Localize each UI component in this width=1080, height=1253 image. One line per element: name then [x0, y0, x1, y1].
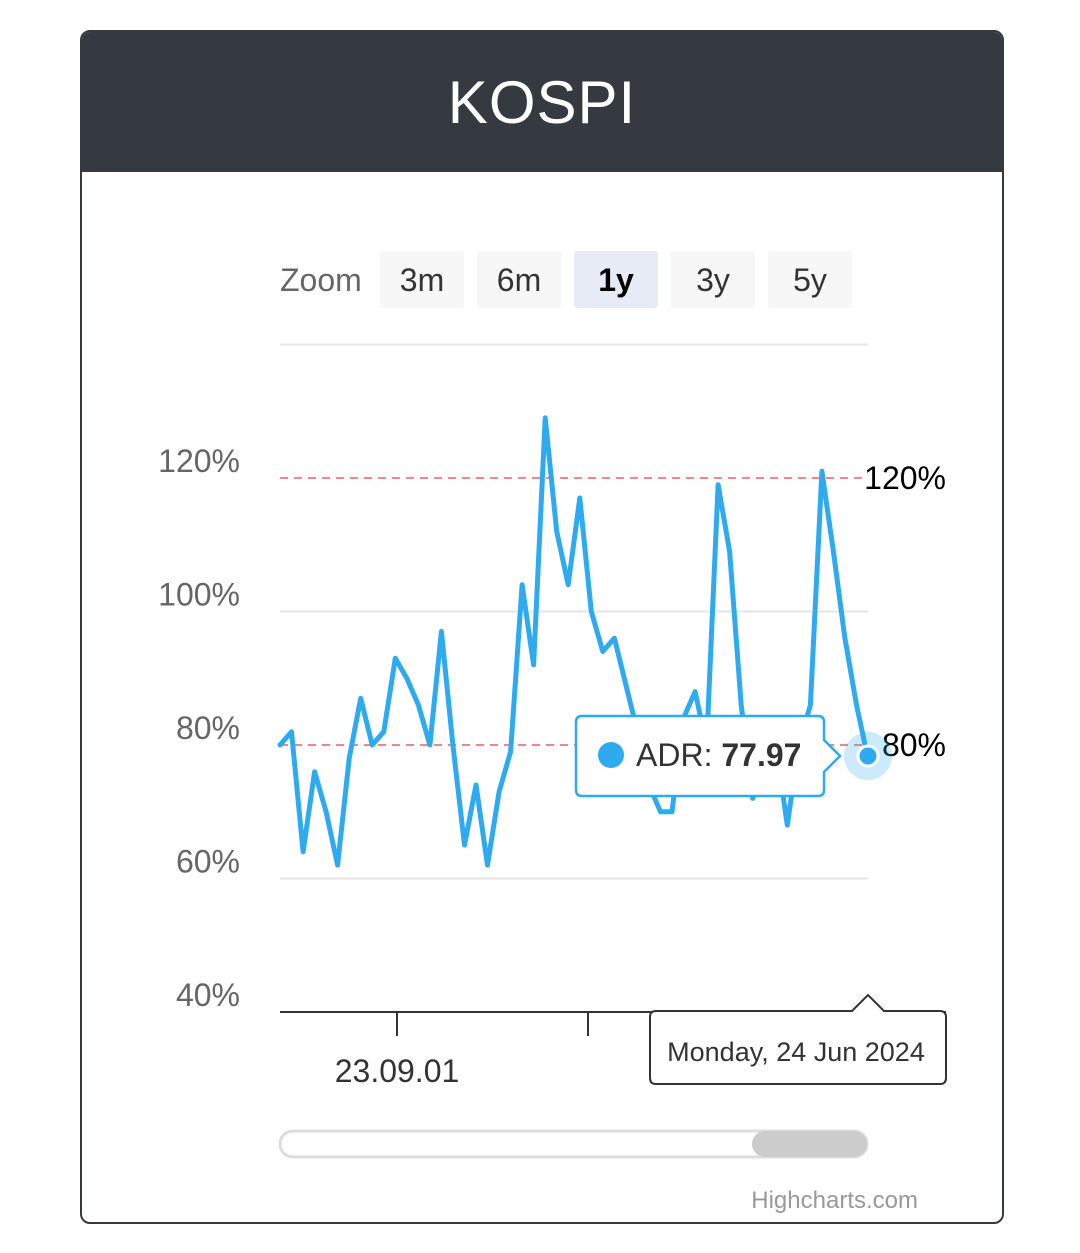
tooltip-series-name: ADR — [636, 737, 704, 773]
page-title: KOSPI — [447, 68, 637, 136]
zoom-buttons: 3m 6m 1y 3y 5y — [380, 251, 852, 308]
zoom-button-label: 3y — [696, 262, 730, 298]
zoom-button-label: 6m — [497, 262, 541, 298]
zoom-label: Zoom — [280, 262, 362, 298]
zoom-button-label: 5y — [793, 262, 827, 298]
x-axis-tooltip: Monday, 24 Jun 2024 — [649, 993, 947, 1085]
y-tick-label: 40% — [176, 977, 240, 1013]
tooltip-value: 77.97 — [721, 737, 801, 773]
adr-series-line[interactable] — [277, 415, 871, 868]
navigator-handle[interactable] — [752, 1131, 867, 1157]
zoom-button-5y[interactable]: 5y — [768, 251, 852, 308]
tooltip-date: Monday, 24 Jun 2024 — [667, 1037, 925, 1067]
y-grid — [280, 343, 868, 880]
y-tick-label: 60% — [176, 844, 240, 880]
svg-text:ADR: 77.97: ADR: 77.97 — [636, 737, 801, 773]
credits-link[interactable]: Highcharts.com — [751, 1187, 918, 1214]
card-header: KOSPI — [82, 32, 1002, 172]
zoom-button-3y[interactable]: 3y — [671, 251, 755, 308]
x-tick-label: 23.09.01 — [335, 1053, 460, 1089]
zoom-button-6m[interactable]: 6m — [477, 251, 561, 308]
y-tick-label: 80% — [176, 710, 240, 746]
hover-point[interactable] — [856, 744, 880, 768]
plot-line-label: 120% — [864, 460, 946, 496]
chart-card: KOSPI — [80, 30, 1004, 1224]
zoom-button-3m[interactable]: 3m — [380, 251, 464, 308]
zoom-button-1y[interactable]: 1y — [574, 251, 658, 308]
y-tick-label: 120% — [158, 443, 240, 479]
series-tooltip: ADR: 77.97 — [574, 714, 842, 798]
y-tick-label: 100% — [158, 577, 240, 613]
tooltip-series-marker — [598, 742, 624, 768]
zoom-button-label: 1y — [598, 262, 634, 298]
y-axis-labels: 40% 60% 80% 100% 120% — [158, 443, 240, 1013]
plot-line-label: 80% — [882, 727, 946, 763]
zoom-button-label: 3m — [400, 262, 444, 298]
